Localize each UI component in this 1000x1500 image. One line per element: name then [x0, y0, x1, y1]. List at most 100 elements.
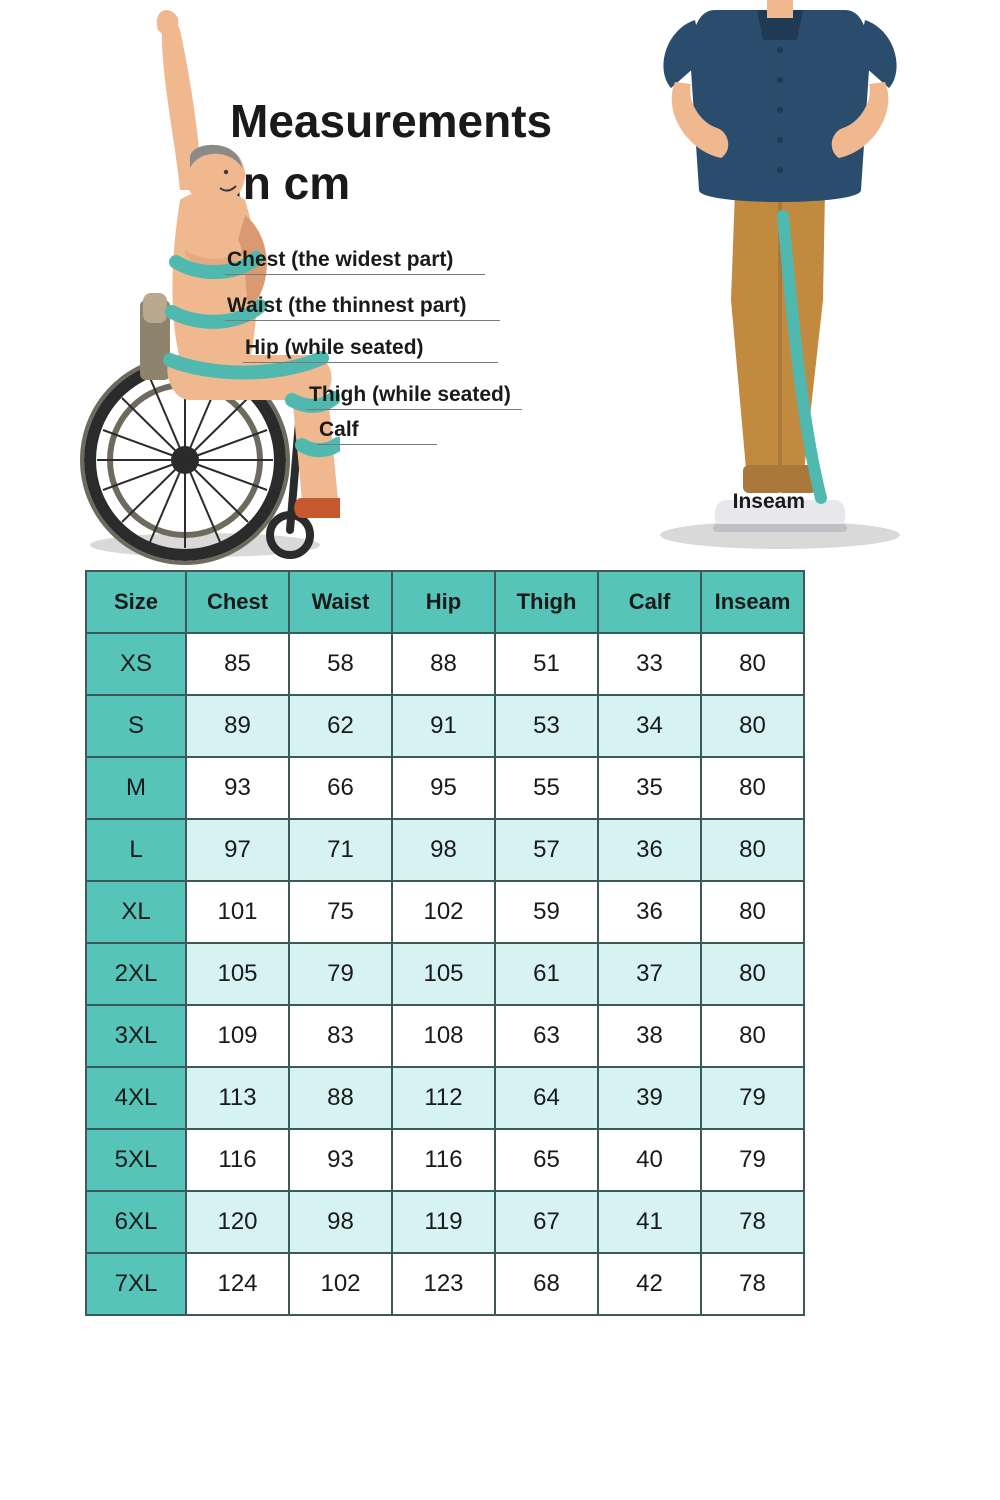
value-cell: 113 — [186, 1067, 289, 1129]
size-cell: 4XL — [86, 1067, 186, 1129]
value-cell: 93 — [186, 757, 289, 819]
value-cell: 101 — [186, 881, 289, 943]
size-cell: XS — [86, 633, 186, 695]
value-cell: 120 — [186, 1191, 289, 1253]
value-cell: 124 — [186, 1253, 289, 1315]
size-cell: 6XL — [86, 1191, 186, 1253]
value-cell: 80 — [701, 819, 804, 881]
value-cell: 36 — [598, 881, 701, 943]
value-cell: 40 — [598, 1129, 701, 1191]
table-row: 5XL11693116654079 — [86, 1129, 804, 1191]
label-chest: Chest (the widest part) — [225, 248, 485, 275]
table-row: 4XL11388112643979 — [86, 1067, 804, 1129]
size-cell: S — [86, 695, 186, 757]
value-cell: 109 — [186, 1005, 289, 1067]
value-cell: 88 — [392, 633, 495, 695]
value-cell: 41 — [598, 1191, 701, 1253]
label-waist: Waist (the thinnest part) — [225, 294, 500, 321]
value-cell: 36 — [598, 819, 701, 881]
size-cell: M — [86, 757, 186, 819]
table-row: S896291533480 — [86, 695, 804, 757]
label-thigh: Thigh (while seated) — [307, 383, 522, 410]
table-row: XS855888513380 — [86, 633, 804, 695]
col-header-inseam: Inseam — [701, 571, 804, 633]
value-cell: 93 — [289, 1129, 392, 1191]
value-cell: 80 — [701, 695, 804, 757]
table-header: SizeChestWaistHipThighCalfInseam — [86, 571, 804, 633]
table-body: XS855888513380S896291533480M936695553580… — [86, 633, 804, 1315]
value-cell: 63 — [495, 1005, 598, 1067]
col-header-thigh: Thigh — [495, 571, 598, 633]
value-cell: 80 — [701, 757, 804, 819]
table-row: 3XL10983108633880 — [86, 1005, 804, 1067]
value-cell: 105 — [186, 943, 289, 1005]
value-cell: 102 — [392, 881, 495, 943]
value-cell: 33 — [598, 633, 701, 695]
value-cell: 37 — [598, 943, 701, 1005]
value-cell: 66 — [289, 757, 392, 819]
col-header-hip: Hip — [392, 571, 495, 633]
value-cell: 88 — [289, 1067, 392, 1129]
value-cell: 58 — [289, 633, 392, 695]
table-row: 6XL12098119674178 — [86, 1191, 804, 1253]
value-cell: 116 — [186, 1129, 289, 1191]
infographic-top: Measurements in cm — [0, 0, 1000, 570]
value-cell: 80 — [701, 633, 804, 695]
value-cell: 79 — [289, 943, 392, 1005]
value-cell: 79 — [701, 1067, 804, 1129]
size-cell: 2XL — [86, 943, 186, 1005]
col-header-calf: Calf — [598, 571, 701, 633]
value-cell: 34 — [598, 695, 701, 757]
value-cell: 57 — [495, 819, 598, 881]
value-cell: 80 — [701, 1005, 804, 1067]
value-cell: 71 — [289, 819, 392, 881]
table-row: L977198573680 — [86, 819, 804, 881]
value-cell: 59 — [495, 881, 598, 943]
value-cell: 75 — [289, 881, 392, 943]
value-cell: 91 — [392, 695, 495, 757]
value-cell: 95 — [392, 757, 495, 819]
value-cell: 108 — [392, 1005, 495, 1067]
value-cell: 78 — [701, 1253, 804, 1315]
label-calf: Calf — [317, 418, 437, 445]
size-cell: 7XL — [86, 1253, 186, 1315]
value-cell: 64 — [495, 1067, 598, 1129]
size-chart-table: SizeChestWaistHipThighCalfInseam XS85588… — [85, 570, 805, 1316]
value-cell: 123 — [392, 1253, 495, 1315]
value-cell: 55 — [495, 757, 598, 819]
value-cell: 78 — [701, 1191, 804, 1253]
standing-figure — [625, 0, 935, 560]
wheelchair-figure — [40, 0, 340, 570]
value-cell: 35 — [598, 757, 701, 819]
value-cell: 85 — [186, 633, 289, 695]
value-cell: 89 — [186, 695, 289, 757]
table-row: 7XL124102123684278 — [86, 1253, 804, 1315]
value-cell: 39 — [598, 1067, 701, 1129]
table-row: 2XL10579105613780 — [86, 943, 804, 1005]
value-cell: 102 — [289, 1253, 392, 1315]
value-cell: 98 — [289, 1191, 392, 1253]
value-cell: 53 — [495, 695, 598, 757]
value-cell: 65 — [495, 1129, 598, 1191]
value-cell: 51 — [495, 633, 598, 695]
value-cell: 105 — [392, 943, 495, 1005]
value-cell: 80 — [701, 943, 804, 1005]
size-cell: L — [86, 819, 186, 881]
size-cell: 3XL — [86, 1005, 186, 1067]
value-cell: 116 — [392, 1129, 495, 1191]
value-cell: 83 — [289, 1005, 392, 1067]
label-inseam: Inseam — [733, 490, 805, 514]
value-cell: 38 — [598, 1005, 701, 1067]
value-cell: 80 — [701, 881, 804, 943]
size-cell: 5XL — [86, 1129, 186, 1191]
value-cell: 61 — [495, 943, 598, 1005]
value-cell: 67 — [495, 1191, 598, 1253]
size-cell: XL — [86, 881, 186, 943]
value-cell: 119 — [392, 1191, 495, 1253]
value-cell: 62 — [289, 695, 392, 757]
value-cell: 97 — [186, 819, 289, 881]
col-header-chest: Chest — [186, 571, 289, 633]
value-cell: 98 — [392, 819, 495, 881]
value-cell: 68 — [495, 1253, 598, 1315]
value-cell: 79 — [701, 1129, 804, 1191]
